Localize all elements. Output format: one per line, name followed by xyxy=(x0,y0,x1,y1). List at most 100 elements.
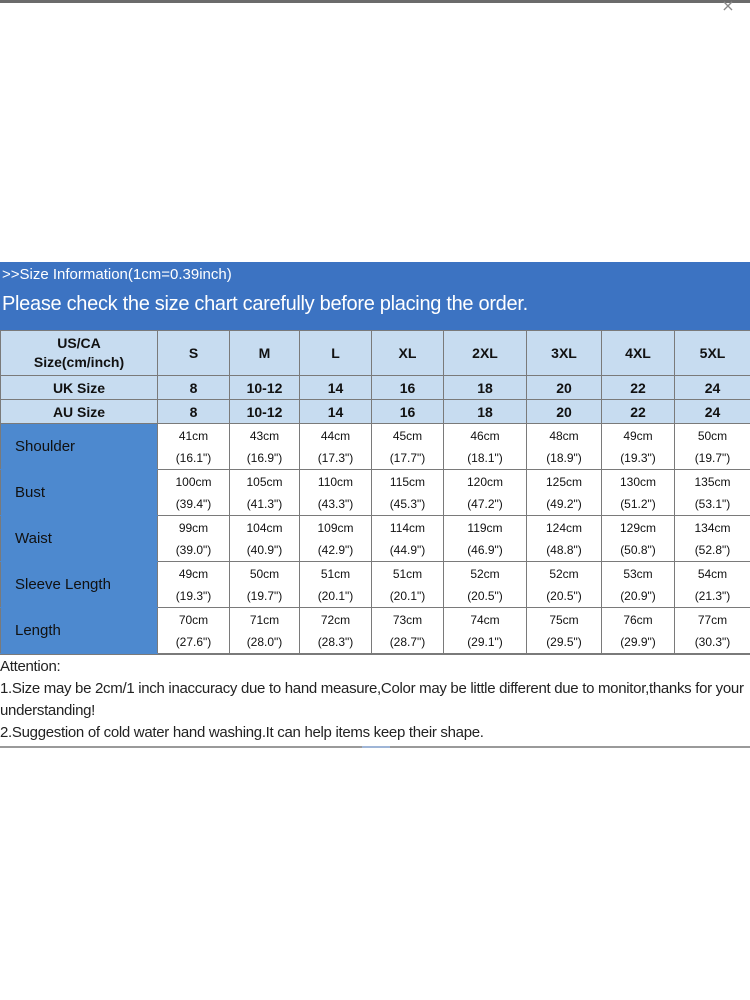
uk-size-value: 10-12 xyxy=(229,375,300,400)
inch-value: (19.7") xyxy=(694,450,731,465)
measurement-row: Sleeve Length 49cm (19.3") 50cm (19.7") 51cm (… xyxy=(0,561,750,608)
inch-value: (18.9") xyxy=(546,450,582,465)
scroll-indicator xyxy=(362,746,390,748)
au-size-value: 24 xyxy=(674,399,750,424)
inch-value: (49.2") xyxy=(546,496,582,511)
cm-value: 51cm xyxy=(392,566,423,581)
attention-notes: Attention: 1.Size may be 2cm/1 inch inac… xyxy=(0,654,750,748)
close-icon[interactable]: × xyxy=(721,0,735,15)
measurement-label: Length xyxy=(0,607,158,654)
size-info-instruction: Please check the size chart carefully be… xyxy=(2,293,528,315)
au-size-row: AU Size 8 10-12 14 16 18 20 22 24 xyxy=(0,399,750,424)
cm-value: 110cm xyxy=(317,474,354,489)
measurement-label: Sleeve Length xyxy=(0,561,158,608)
measurement-cell: 105cm (41.3") xyxy=(229,469,300,516)
measurement-cell: 134cm (52.8") xyxy=(674,515,750,562)
inch-value: (16.1") xyxy=(175,450,212,465)
measurement-cell: 77cm (30.3") xyxy=(674,607,750,654)
uk-size-value: 16 xyxy=(371,375,444,400)
measurement-cell: 124cm (48.8") xyxy=(526,515,602,562)
cm-value: 51cm xyxy=(320,566,351,581)
cm-value: 72cm xyxy=(320,612,351,627)
measurement-cell: 104cm (40.9") xyxy=(229,515,300,562)
inch-value: (19.7") xyxy=(246,588,283,603)
inch-value: (51.2") xyxy=(620,496,656,511)
inch-value: (50.8") xyxy=(620,542,656,557)
size-column-header: 5XL xyxy=(674,330,750,376)
measurement-cell: 129cm (50.8") xyxy=(601,515,675,562)
measurement-cell: 99cm (39.0") xyxy=(157,515,230,562)
cm-value: 105cm xyxy=(246,474,283,489)
size-info-banner: >>Size Information(1cm=0.39inch) Please … xyxy=(0,262,750,330)
cm-value: 75cm xyxy=(549,612,579,627)
measurement-cell: 43cm (16.9") xyxy=(229,423,300,470)
inch-value: (42.9") xyxy=(317,542,354,557)
uk-size-value: 8 xyxy=(157,375,230,400)
inch-value: (20.9") xyxy=(620,588,656,603)
size-unit-label: Size(cm/inch) xyxy=(33,354,125,370)
cm-value: 109cm xyxy=(317,520,354,535)
note-item: 2.Suggestion of cold water hand washing.… xyxy=(0,724,484,741)
size-column-header: S xyxy=(157,330,230,376)
cm-value: 41cm xyxy=(178,428,209,443)
size-column-header: M xyxy=(229,330,300,376)
top-divider xyxy=(0,0,750,3)
measurement-label: Bust xyxy=(0,469,158,516)
cm-value: 119cm xyxy=(467,520,503,535)
measurement-cell: 135cm (53.1") xyxy=(674,469,750,516)
cm-value: 52cm xyxy=(549,566,579,581)
measurement-row: Shoulder 41cm (16.1") 43cm (16.9") 44cm (17.3"… xyxy=(0,423,750,470)
inch-value: (46.9") xyxy=(467,542,503,557)
measurement-cell: 41cm (16.1") xyxy=(157,423,230,470)
uk-size-value: 20 xyxy=(526,375,602,400)
size-table: US/CA Size(cm/inch) S M L XL 2XL 3XL 4XL 5XL UK Si… xyxy=(0,330,750,654)
measurement-row: Bust 100cm (39.4") 105cm (41.3") 110cm (43.3")… xyxy=(0,469,750,516)
size-header-row: US/CA Size(cm/inch) S M L XL 2XL 3XL 4XL 5XL xyxy=(0,330,750,376)
inch-value: (28.3") xyxy=(317,634,354,649)
au-size-value: 22 xyxy=(601,399,675,424)
inch-value: (29.9") xyxy=(620,634,656,649)
uk-size-value: 24 xyxy=(674,375,750,400)
inch-value: (16.9") xyxy=(246,450,283,465)
cm-value: 129cm xyxy=(619,520,657,535)
measurement-cell: 119cm (46.9") xyxy=(443,515,527,562)
cm-value: 114cm xyxy=(389,520,426,535)
measurement-cell: 76cm (29.9") xyxy=(601,607,675,654)
us-ca-label: US/CA xyxy=(57,335,101,351)
cm-value: 77cm xyxy=(697,612,728,627)
size-column-header: 4XL xyxy=(601,330,675,376)
note-item: 1.Size may be 2cm/1 inch inaccuracy due … xyxy=(0,680,744,719)
inch-value: (19.3") xyxy=(175,588,212,603)
measurement-row: Waist 99cm (39.0") 104cm (40.9") 109cm (42.9")… xyxy=(0,515,750,562)
inch-value: (52.8") xyxy=(694,542,731,557)
measurement-cell: 54cm (21.3") xyxy=(674,561,750,608)
size-column-header: 2XL xyxy=(443,330,527,376)
au-size-label: AU Size xyxy=(0,399,158,424)
measurement-cell: 53cm (20.9") xyxy=(601,561,675,608)
cm-value: 50cm xyxy=(249,566,280,581)
us-ca-size-label: US/CA Size(cm/inch) xyxy=(0,330,158,376)
inch-value: (41.3") xyxy=(246,496,283,511)
inch-value: (39.4") xyxy=(175,496,212,511)
inch-value: (27.6") xyxy=(175,634,212,649)
cm-value: 49cm xyxy=(178,566,209,581)
size-column-header: 3XL xyxy=(526,330,602,376)
inch-value: (45.3") xyxy=(389,496,426,511)
cm-value: 104cm xyxy=(246,520,283,535)
cm-value: 74cm xyxy=(470,612,500,627)
measurement-cell: 120cm (47.2") xyxy=(443,469,527,516)
measurement-cell: 48cm (18.9") xyxy=(526,423,602,470)
measurement-cell: 45cm (17.7") xyxy=(371,423,444,470)
cm-value: 135cm xyxy=(694,474,731,489)
cm-value: 71cm xyxy=(249,612,280,627)
uk-size-row: UK Size 8 10-12 14 16 18 20 22 24 xyxy=(0,375,750,400)
cm-value: 100cm xyxy=(175,474,212,489)
notes-title: Attention: xyxy=(0,658,61,675)
measurement-cell: 130cm (51.2") xyxy=(601,469,675,516)
cm-value: 48cm xyxy=(549,428,579,443)
measurement-cell: 49cm (19.3") xyxy=(157,561,230,608)
measurement-cell: 114cm (44.9") xyxy=(371,515,444,562)
measurement-cell: 46cm (18.1") xyxy=(443,423,527,470)
uk-size-value: 18 xyxy=(443,375,527,400)
au-size-value: 10-12 xyxy=(229,399,300,424)
